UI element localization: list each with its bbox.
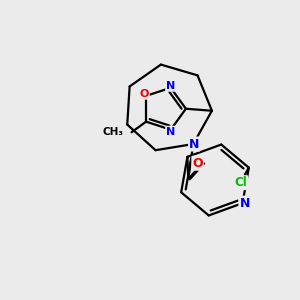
Text: N: N — [189, 137, 200, 151]
Text: O: O — [192, 157, 203, 170]
Text: Cl: Cl — [235, 176, 247, 189]
Text: N: N — [166, 127, 175, 137]
Text: N: N — [166, 81, 175, 91]
Text: CH₃: CH₃ — [103, 127, 124, 137]
Text: O: O — [140, 89, 149, 99]
Text: N: N — [239, 196, 250, 210]
